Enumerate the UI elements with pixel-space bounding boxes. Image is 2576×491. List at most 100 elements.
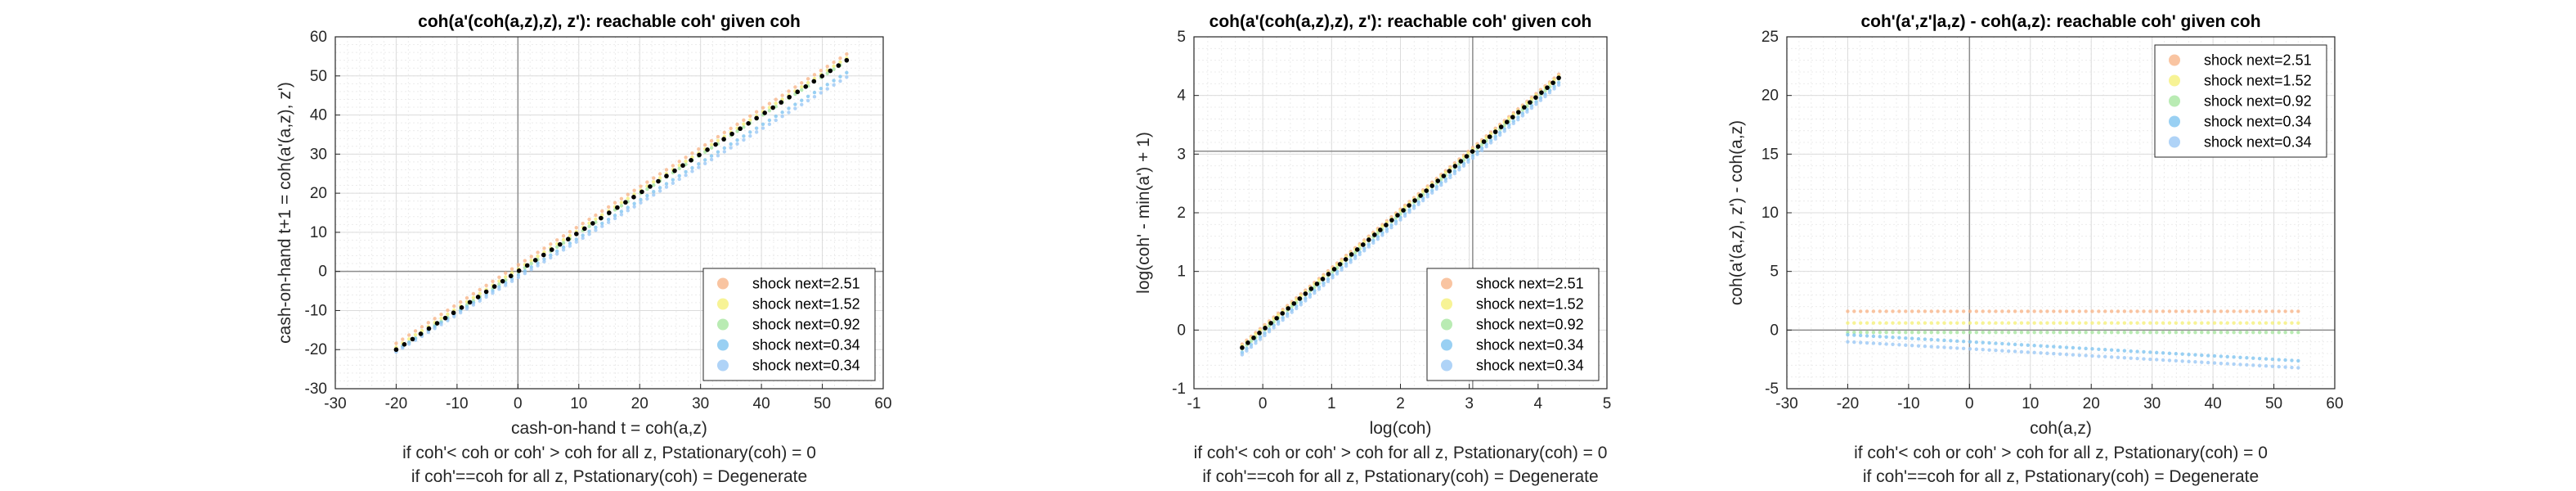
scatter-point <box>2026 309 2030 313</box>
x-tick-label: 20 <box>2083 395 2100 412</box>
scatter-point <box>1961 309 1966 313</box>
scatter-point <box>2290 365 2294 370</box>
scatter-point <box>2039 331 2043 335</box>
scatter-point <box>702 142 707 147</box>
scatter-point <box>1994 348 1998 353</box>
scatter-point <box>780 114 784 119</box>
scatter-point <box>748 114 752 118</box>
scatter-point <box>1955 346 1959 350</box>
scatter-point <box>1897 343 1901 347</box>
scatter-point <box>645 196 649 201</box>
x-tick-label: 60 <box>874 395 891 412</box>
scatter-point <box>2129 309 2133 313</box>
scatter-point <box>1891 336 1895 340</box>
x-tick-label: 0 <box>1965 395 1974 412</box>
scatter-point <box>581 221 585 226</box>
scatter-point <box>812 95 817 99</box>
diagonal-point <box>1303 291 1308 296</box>
scatter-point <box>832 60 836 65</box>
scatter-point <box>1448 175 1452 179</box>
scatter-point <box>2052 321 2056 325</box>
scatter-point <box>812 73 817 77</box>
diagonal-point <box>541 252 546 258</box>
diagonal-point <box>557 241 563 247</box>
x-axis-note-2: if coh'==coh for all z, Pstationary(coh)… <box>1202 467 1598 486</box>
diagonal-point <box>491 284 497 289</box>
scatter-point <box>2052 345 2056 349</box>
legend-marker <box>717 277 729 290</box>
scatter-point <box>2026 350 2030 354</box>
scatter-point <box>2238 331 2242 335</box>
scatter-point <box>2026 343 2030 347</box>
scatter-point <box>1393 222 1398 226</box>
scatter-point <box>1942 321 1946 325</box>
legend-entry-label: shock next=0.34 <box>1476 337 1584 354</box>
scatter-point <box>1416 196 1420 200</box>
scatter-point <box>767 122 772 126</box>
scatter-point <box>657 172 662 176</box>
scatter-point <box>2161 331 2165 335</box>
scatter-point <box>1871 309 1876 313</box>
scatter-point <box>1290 310 1294 314</box>
scatter-point <box>2257 356 2262 361</box>
scatter-point <box>2161 309 2165 313</box>
scatter-point <box>1439 177 1443 182</box>
diagonal-point <box>1251 336 1256 340</box>
diagonal-point <box>590 221 595 226</box>
scatter-point <box>1249 339 1254 344</box>
scatter-point <box>716 134 720 139</box>
x-tick-label: 10 <box>2022 395 2039 412</box>
diagonal-point <box>689 158 693 163</box>
series-4 <box>1846 332 2300 363</box>
scatter-point <box>2000 341 2004 346</box>
scatter-point <box>664 185 669 189</box>
scatter-point <box>1380 233 1384 237</box>
scatter-point <box>2116 355 2120 359</box>
scatter-point <box>2077 353 2081 358</box>
x-axis-note-2: if coh'==coh for all z, Pstationary(coh)… <box>1863 467 2259 486</box>
scatter-point <box>2006 342 2011 346</box>
diagonal-point <box>1556 75 1561 80</box>
scatter-point <box>2219 354 2224 358</box>
scatter-point <box>2180 331 2184 335</box>
scatter-point <box>2064 331 2069 335</box>
scatter-point <box>742 125 746 129</box>
y-axis-label: log(coh' - min(a') + 1) <box>1134 132 1153 294</box>
scatter-point <box>1974 331 1979 335</box>
scatter-point <box>742 118 746 123</box>
scatter-point <box>554 238 559 242</box>
scatter-point <box>652 176 656 180</box>
scatter-point <box>2187 331 2191 335</box>
series-5 <box>394 75 849 354</box>
scatter-point <box>1923 321 1928 325</box>
x-tick-label: 3 <box>1465 395 1474 412</box>
scatter-point <box>2245 363 2249 367</box>
scatter-point <box>2277 309 2281 313</box>
scatter-point <box>1987 331 1991 335</box>
scatter-point <box>2219 331 2224 335</box>
scatter-point <box>1923 344 1928 349</box>
diagonal-point <box>1291 301 1297 306</box>
diagonal-point <box>1498 124 1504 129</box>
scatter-point <box>1974 321 1979 325</box>
scatter-point <box>1240 353 1245 357</box>
scatter-point <box>1897 309 1901 313</box>
scatter-point <box>2238 321 2242 325</box>
tick-labels: -30 -20 -10 0 10 20 30 40 50 60 -30 -20 -10 0 10 20 30 40… <box>305 29 892 412</box>
scatter-point <box>568 244 572 248</box>
scatter-point <box>1362 249 1367 253</box>
scatter-point <box>800 98 804 102</box>
scatter-point <box>458 310 463 315</box>
scatter-point <box>1389 225 1393 230</box>
x-tick-label: 2 <box>1396 395 1405 412</box>
scatter-point <box>2187 352 2191 357</box>
scatter-point <box>606 217 611 222</box>
scatter-point <box>1290 304 1294 309</box>
y-tick-label: 0 <box>1770 322 1779 339</box>
scatter-point <box>1263 333 1267 338</box>
scatter-point <box>2039 344 2043 348</box>
scatter-point <box>2122 331 2127 335</box>
scatter-point <box>774 114 778 119</box>
series-5 <box>1846 340 2300 370</box>
scatter-point <box>1858 331 1863 335</box>
